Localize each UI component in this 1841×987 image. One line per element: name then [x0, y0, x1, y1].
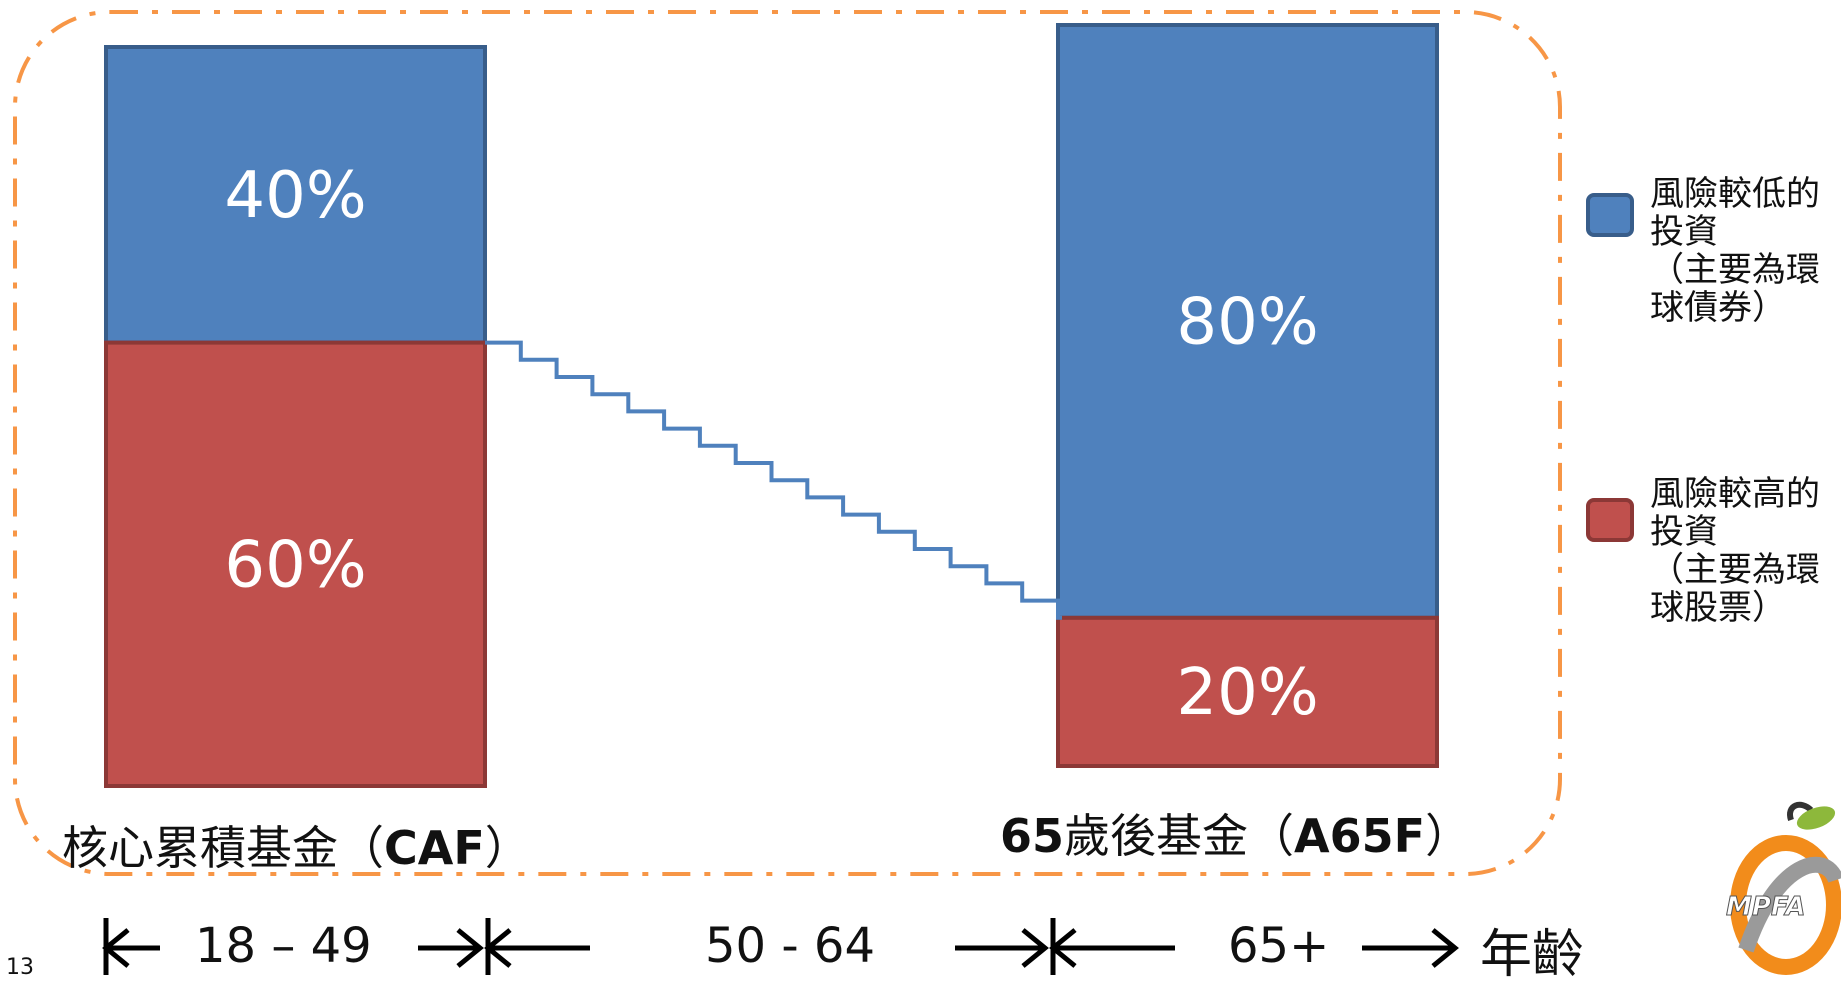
glide-path-line — [485, 340, 1062, 620]
legend-high-risk-line-4: 球股票） — [1650, 588, 1786, 628]
fund-label-caf: 核心累積基金（CAF） — [62, 812, 531, 878]
legend-swatch-high-risk — [1586, 498, 1634, 542]
bar-label-a65f-high-risk: 20% — [1176, 656, 1318, 730]
timeline-axis-label: 年齡 — [1480, 925, 1585, 985]
legend-low-risk-line-3: （主要為環 — [1650, 250, 1820, 290]
fund-label-a65f-prefix: 歲後基金（ — [1064, 809, 1295, 863]
bar-label-caf-high-risk: 60% — [224, 528, 366, 602]
fund-label-caf-suffix: ） — [484, 821, 531, 875]
legend-swatch-low-risk — [1586, 193, 1634, 237]
legend-high-risk: 風險較高的 投資 （主要為環 球股票） — [1650, 475, 1840, 627]
fund-label-caf-code: CAF — [384, 821, 485, 875]
legend-high-risk-line-2: 投資 — [1650, 512, 1718, 552]
fund-label-a65f-age: 65 — [1000, 809, 1065, 863]
legend-low-risk-line-4: 球債券） — [1650, 288, 1786, 328]
legend-low-risk-line-1: 風險較低的 — [1650, 174, 1820, 214]
dashed-group-border — [13, 10, 1562, 876]
legend-low-risk: 風險較低的 投資 （主要為環 球債券） — [1650, 175, 1840, 327]
timeline-range-18-49: 18 – 49 — [195, 918, 372, 974]
bars-group: 40% 60% 80% 20% — [104, 23, 1439, 788]
bar-label-caf-low-risk: 40% — [224, 159, 366, 233]
bar-a65f-low-risk — [1056, 23, 1439, 620]
mpfa-logo-text: MPFA — [1726, 892, 1805, 922]
legend-high-risk-line-3: （主要為環 — [1650, 550, 1820, 590]
legend-high-risk-line-1: 風險較高的 — [1650, 474, 1820, 514]
timeline-range-65-plus: 65+ — [1228, 918, 1330, 974]
timeline-arrows — [102, 918, 1459, 975]
page-number: 13 — [6, 955, 34, 980]
fund-label-a65f: 65歲後基金（A65F） — [1000, 800, 1471, 866]
bar-a65f-high-risk — [1056, 615, 1439, 768]
legend-low-risk-line-2: 投資 — [1650, 212, 1718, 252]
fund-label-a65f-code: A65F — [1294, 809, 1426, 863]
mpfa-logo: MPFA — [1726, 801, 1841, 975]
bar-caf-high-risk — [104, 340, 487, 788]
timeline-range-50-64: 50 - 64 — [705, 918, 875, 974]
fund-label-a65f-suffix: ） — [1425, 809, 1472, 863]
bar-label-a65f-low-risk: 80% — [1176, 285, 1318, 359]
bar-caf-low-risk — [104, 45, 487, 345]
fund-label-caf-prefix: 核心累積基金（ — [62, 821, 384, 875]
